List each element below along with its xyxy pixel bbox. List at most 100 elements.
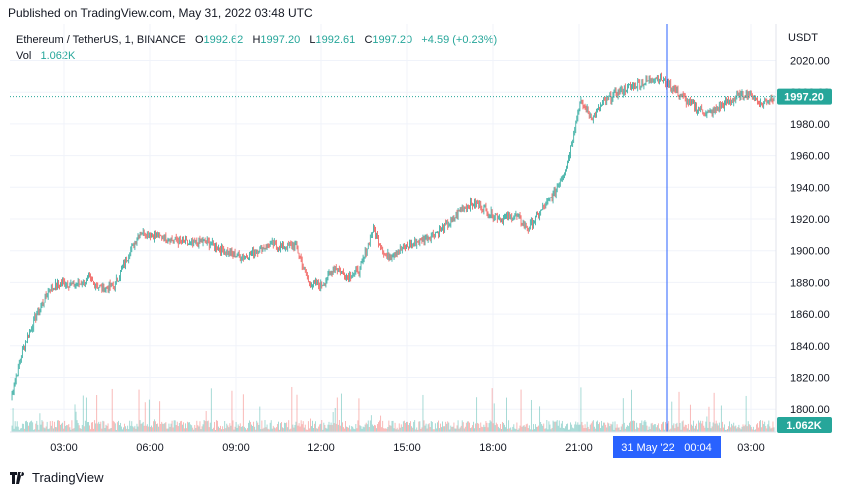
volume-bar [160, 423, 162, 432]
volume-bar [228, 427, 230, 432]
volume-bar [636, 422, 638, 432]
volume-bar [435, 428, 437, 432]
volume-bar [689, 404, 691, 432]
volume-bar [749, 425, 751, 432]
volume-bar [568, 429, 569, 432]
volume-bar [510, 427, 512, 432]
volume-bar [409, 422, 410, 432]
volume-bar [766, 428, 768, 432]
volume-bar [263, 427, 265, 432]
volume-bar [387, 426, 389, 432]
volume-bar [364, 424, 366, 432]
volume-bar [566, 424, 567, 432]
low-label: L [309, 34, 316, 46]
volume-bar [203, 420, 205, 432]
volume-bar [515, 429, 517, 432]
volume-bar [680, 429, 682, 432]
time-axis[interactable]: 03:00 06:00 09:00 12:00 15:00 18:00 21:00 03:00 [10, 431, 776, 454]
volume-bar [473, 421, 474, 432]
volume-bar [155, 421, 156, 432]
volume-bar [297, 425, 299, 432]
volume-bar [402, 421, 404, 432]
volume-bar [242, 394, 244, 432]
volume-bar [356, 428, 358, 432]
volume-bar [730, 427, 732, 432]
volume-bar [727, 429, 728, 432]
volume-bar [304, 424, 306, 432]
volume-bar [269, 422, 271, 432]
volume-bar [62, 422, 64, 432]
volume-bar [11, 425, 13, 432]
volume-bar [450, 425, 452, 432]
volume-bar [501, 428, 502, 432]
volume-bar [579, 424, 581, 432]
volume-bar [142, 421, 144, 432]
volume-bar [209, 422, 211, 432]
volume-bar [170, 423, 172, 432]
volume-bar [426, 428, 428, 432]
volume-bar [405, 422, 406, 432]
volume-bar [15, 426, 17, 432]
volume-bar [571, 424, 573, 432]
volume-bar [146, 424, 148, 432]
volume-bar [129, 420, 131, 432]
volume-bar [346, 426, 347, 432]
price-tick-label: 1800.00 [790, 404, 830, 416]
volume-bar [532, 429, 533, 432]
footer-brand[interactable]: TradingView [10, 470, 104, 485]
volume-bar [610, 423, 612, 432]
volume-bar [191, 425, 193, 432]
volume-bar [127, 425, 129, 432]
volume-bar [81, 425, 83, 432]
price-axis[interactable]: 2020.002000.001980.001960.001940.001920.… [775, 24, 830, 432]
volume-bar [530, 399, 532, 432]
volume-bar [608, 423, 610, 432]
symbol-label[interactable]: Ethereum / TetherUS, 1, BINANCE [16, 34, 186, 46]
volume-bar [13, 428, 15, 432]
volume-bar [425, 423, 427, 432]
volume-bar [733, 422, 735, 432]
volume-bar [487, 427, 489, 432]
volume-bar [623, 422, 625, 432]
volume-bar [340, 393, 342, 432]
volume-bar [230, 425, 232, 432]
volume-bar [482, 427, 484, 432]
volume-bar [352, 426, 354, 432]
price-tick-label: 1920.00 [790, 214, 830, 226]
volume-bar [82, 395, 84, 432]
volume-bar [237, 424, 239, 432]
volume-bar [647, 429, 649, 432]
volume-bar [59, 420, 60, 432]
volume-bar [551, 427, 553, 432]
volume-bar [231, 390, 233, 432]
volume-bar [306, 429, 308, 432]
volume-bar [478, 423, 480, 432]
volume-bar [453, 422, 455, 432]
volume-bar [460, 425, 462, 432]
volume-bar [707, 427, 709, 432]
volume-bar [131, 421, 133, 432]
volume-bar [229, 423, 231, 432]
volume-bar [433, 429, 435, 432]
volume-bar [99, 423, 101, 432]
volume-bar [520, 389, 522, 432]
volume-bar [522, 425, 524, 432]
volume-bar [210, 388, 212, 432]
volume-bar [504, 424, 505, 432]
volume-bar [300, 420, 302, 432]
volume-bar [735, 425, 737, 432]
volume-bar [329, 424, 331, 432]
volume-bar [553, 421, 555, 432]
volume-bar [699, 422, 701, 432]
volume-bar [222, 426, 224, 432]
volume-bar [545, 428, 547, 432]
price-chart[interactable]: 2020.002000.001980.001960.001940.001920.… [0, 24, 850, 466]
volume-bar [284, 422, 286, 432]
volume-bar [470, 428, 471, 432]
volume-bar [603, 422, 605, 432]
volume-bar [158, 426, 160, 432]
volume-bar [640, 423, 642, 432]
volume-bar [184, 428, 185, 432]
volume-bar [262, 428, 264, 432]
volume-bar [85, 397, 87, 432]
